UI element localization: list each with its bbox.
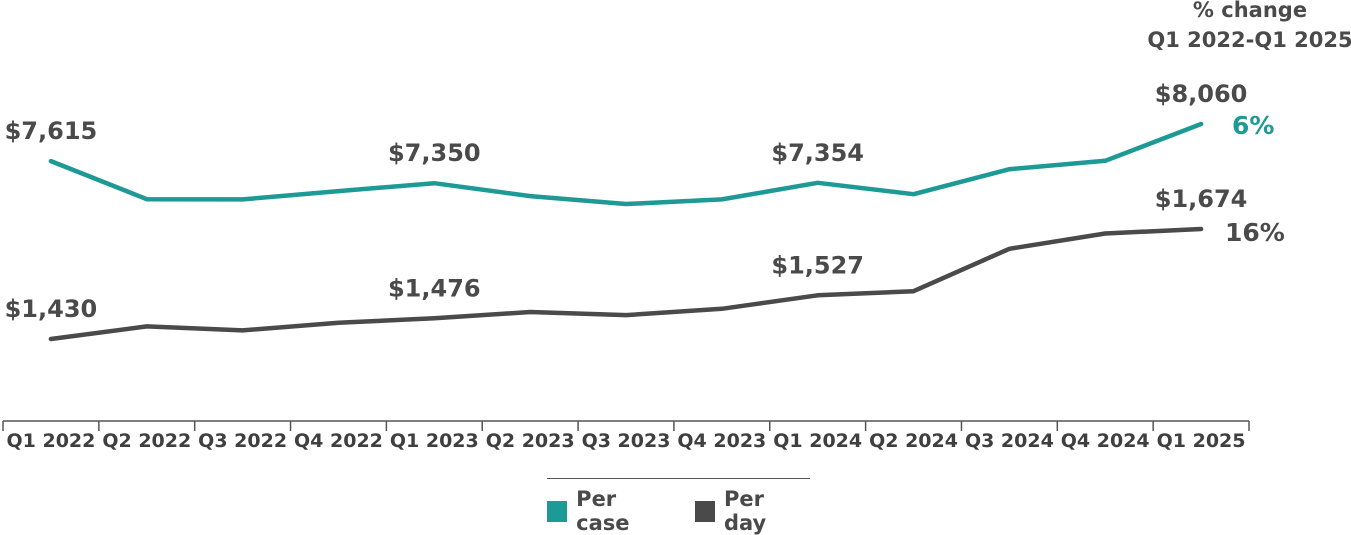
data-label: $1,476 bbox=[388, 274, 481, 302]
pct-change-header-line2: Q1 2022-Q1 2025 bbox=[1147, 28, 1351, 52]
data-label: $7,354 bbox=[771, 139, 864, 167]
x-tick-label: Q1 2024 bbox=[773, 430, 862, 452]
pct-change-header-line1: % change bbox=[1193, 0, 1307, 22]
pct-change-per-case: 6% bbox=[1232, 111, 1274, 140]
x-tick-label: Q2 2024 bbox=[869, 430, 958, 452]
series-line-per-case bbox=[48, 121, 1204, 207]
pct-change-per-day: 16% bbox=[1225, 218, 1285, 247]
x-tick-label: Q4 2023 bbox=[677, 430, 766, 452]
series-line-per-day bbox=[48, 226, 1204, 342]
data-label: $1,430 bbox=[5, 295, 98, 323]
x-tick-label: Q2 2022 bbox=[102, 430, 191, 452]
data-label: $8,060 bbox=[1155, 80, 1248, 108]
x-tick-label: Q1 2022 bbox=[6, 430, 95, 452]
x-tick-label: Q1 2025 bbox=[1157, 430, 1246, 452]
x-tick-label: Q3 2024 bbox=[965, 430, 1054, 452]
data-label: $7,615 bbox=[5, 117, 98, 145]
data-label: $7,350 bbox=[388, 139, 481, 167]
x-tick-label: Q4 2024 bbox=[1061, 430, 1150, 452]
x-tick-label: Q1 2023 bbox=[390, 430, 479, 452]
per-case-swatch bbox=[547, 500, 568, 522]
legend: Per case Per day bbox=[547, 478, 810, 535]
series-lines bbox=[48, 121, 1204, 342]
x-axis: Q1 2022 Q2 2022 Q3 2022 Q4 2022 Q1 2023 Q2 20… bbox=[2, 420, 1250, 452]
x-tick-label: Q2 2023 bbox=[486, 430, 575, 452]
per-day-swatch bbox=[694, 500, 715, 522]
data-label: $1,674 bbox=[1155, 185, 1248, 213]
x-tick-label: Q4 2022 bbox=[294, 430, 383, 452]
x-tick-label: Q3 2023 bbox=[582, 430, 671, 452]
data-labels: $7,615 $7,350 $7,354 $8,060 $1,430 $1,476 $1,5… bbox=[5, 80, 1248, 323]
data-label: $1,527 bbox=[771, 251, 864, 279]
x-tick-label: Q3 2022 bbox=[198, 430, 287, 452]
